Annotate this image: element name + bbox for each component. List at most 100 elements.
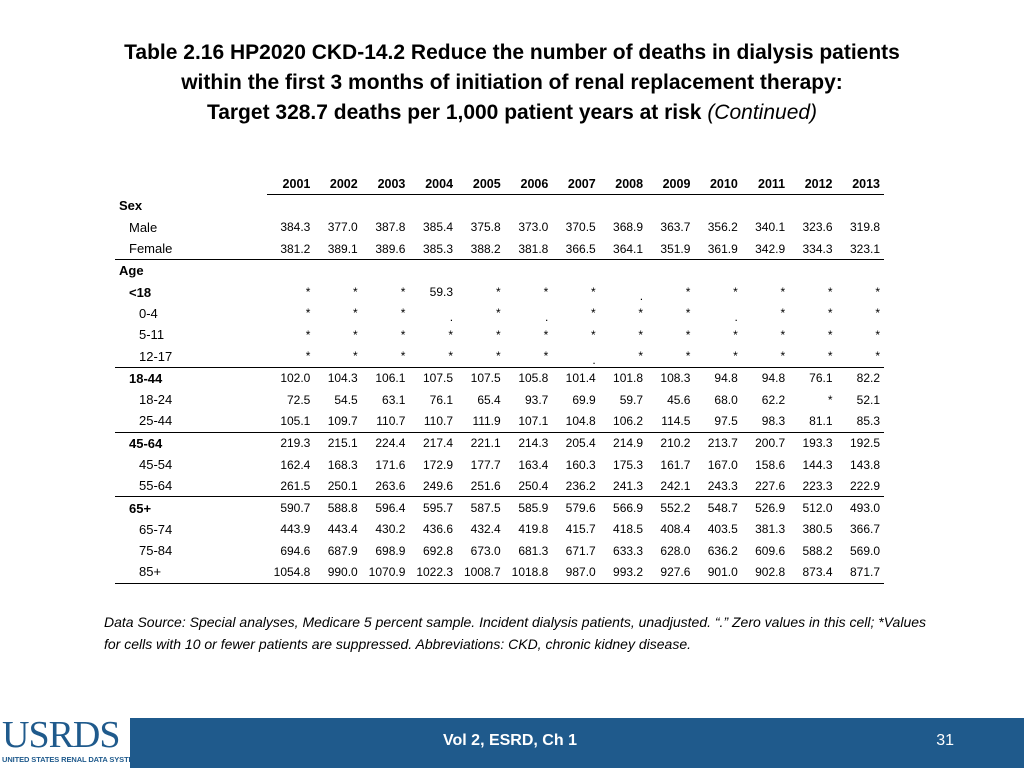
row-label: 18-24 <box>139 392 173 408</box>
table-cell <box>742 195 789 217</box>
table-cell: 175.3 <box>613 457 644 472</box>
table-cell: 443.9 <box>280 522 311 537</box>
table-cell: 54.5 <box>334 392 358 407</box>
table-cell <box>647 260 694 282</box>
table-cell: 210.2 <box>660 436 691 451</box>
table-cell: 366.5 <box>552 237 600 261</box>
table-cell: 1018.8 <box>504 561 553 584</box>
table-row: 85+ 1054.8 990.0 1070.9 1022.3 1008.7 1018.8 98… <box>115 561 884 584</box>
row-label: 75-84 <box>139 543 173 559</box>
table-cell: 72.5 <box>287 392 311 407</box>
year-header-2012: 2012 <box>789 171 837 196</box>
data-source-footnote: Data Source: Special analyses, Medicare … <box>104 614 927 652</box>
table-cell: * <box>314 345 362 368</box>
table-cell <box>457 195 505 217</box>
table-cell: * <box>836 345 884 368</box>
table-cell: 45.6 <box>667 392 691 407</box>
table-cell: 415.7 <box>565 522 596 537</box>
table-cell: 143.8 <box>849 457 880 472</box>
table-cell: 102.0 <box>280 371 311 386</box>
table-cell: 172.9 <box>423 457 454 472</box>
logo-text: USRDS <box>2 714 120 756</box>
table-cell <box>742 260 789 282</box>
table-cell: 105.8 <box>518 371 549 386</box>
table-row: 45-64 219.3 215.1 224.4 217.4 221.1 214.3 205.4… <box>115 432 884 454</box>
table-cell: 63.1 <box>382 392 406 407</box>
table-cell: 430.2 <box>375 522 406 537</box>
table-cell: 158.6 <box>755 457 786 472</box>
table-cell <box>505 195 553 217</box>
table-cell: * <box>504 345 553 368</box>
table-cell: * <box>448 327 454 342</box>
table-cell: 65.4 <box>477 392 501 407</box>
table-cell: 389.1 <box>314 237 362 261</box>
table-cell: 387.8 <box>375 220 406 235</box>
row-label: Male <box>129 219 158 235</box>
table-cell: * <box>353 285 358 300</box>
row-label: Sex <box>119 198 143 214</box>
table-cell: * <box>361 345 410 368</box>
table-cell: 692.8 <box>423 543 454 558</box>
table-cell: 104.8 <box>552 410 600 433</box>
table-cell: 162.4 <box>280 457 311 472</box>
table-cell <box>837 195 885 217</box>
table-cell <box>694 260 741 282</box>
table-cell: 512.0 <box>802 501 833 516</box>
table-cell: 250.1 <box>314 475 362 498</box>
table-cell: 106.1 <box>375 371 406 386</box>
table-cell: 340.1 <box>755 220 786 235</box>
table-cell: 636.2 <box>707 543 738 558</box>
table-cell <box>409 195 457 217</box>
table-cell: 171.6 <box>375 457 406 472</box>
table-cell <box>837 260 885 282</box>
year-header-2004: 2004 <box>409 171 458 196</box>
table-cell: 104.3 <box>327 371 358 386</box>
logo-subtitle: UNITED STATES RENAL DATA SYSTEM <box>2 755 140 764</box>
table-cell: 548.7 <box>707 501 738 516</box>
year-header-2009: 2009 <box>647 171 695 196</box>
table-cell: 192.5 <box>849 436 880 451</box>
year-header-2013: 2013 <box>836 171 884 196</box>
table-cell: 242.1 <box>647 475 695 498</box>
table-cell: 370.5 <box>565 220 596 235</box>
table-row: 45-54 162.4 168.3 171.6 172.9 177.7 163.4 160.3… <box>115 454 884 475</box>
table-cell: * <box>827 285 833 300</box>
table-cell <box>362 260 410 282</box>
page-number: 31 <box>936 732 954 749</box>
table-cell: * <box>543 327 549 342</box>
table-cell: 250.4 <box>504 475 553 498</box>
table-cell: * <box>780 327 786 342</box>
table-cell: * <box>733 285 738 300</box>
table-cell: 107.5 <box>423 371 454 386</box>
table-cell <box>789 195 836 217</box>
table-cell: 609.6 <box>755 543 786 558</box>
table-cell: 219.3 <box>280 436 311 451</box>
table-cell: 375.8 <box>470 220 501 235</box>
table-cell: 214.3 <box>518 436 549 451</box>
table-cell: 85.3 <box>836 410 884 433</box>
table-cell: 81.1 <box>789 410 837 433</box>
table-cell <box>267 195 315 217</box>
table-cell: * <box>638 327 644 342</box>
table-row: Sex <box>115 195 884 217</box>
table-row: Female 381.2 389.1 389.6 385.3 388.2 381.8 366.… <box>115 237 884 261</box>
table-cell <box>314 195 361 217</box>
table-cell: * <box>496 327 501 342</box>
table-cell: 385.3 <box>409 237 458 261</box>
table-cell <box>789 260 836 282</box>
table-cell: 168.3 <box>327 457 358 472</box>
table-cell: 633.3 <box>613 543 644 558</box>
table-cell: 432.4 <box>470 522 501 537</box>
year-header-2007: 2007 <box>552 171 600 196</box>
table-cell: 214.9 <box>613 436 644 451</box>
table-cell: 221.1 <box>470 436 501 451</box>
row-label: Female <box>115 237 267 261</box>
table-cell: . <box>552 345 600 368</box>
table-cell: * <box>827 392 833 407</box>
table-cell: 364.1 <box>599 237 648 261</box>
table-cell: * <box>353 327 358 342</box>
table-cell: 94.8 <box>714 371 738 386</box>
table-cell: . <box>545 310 549 325</box>
row-label: 55-64 <box>115 475 267 498</box>
table-cell: 205.4 <box>565 436 596 451</box>
